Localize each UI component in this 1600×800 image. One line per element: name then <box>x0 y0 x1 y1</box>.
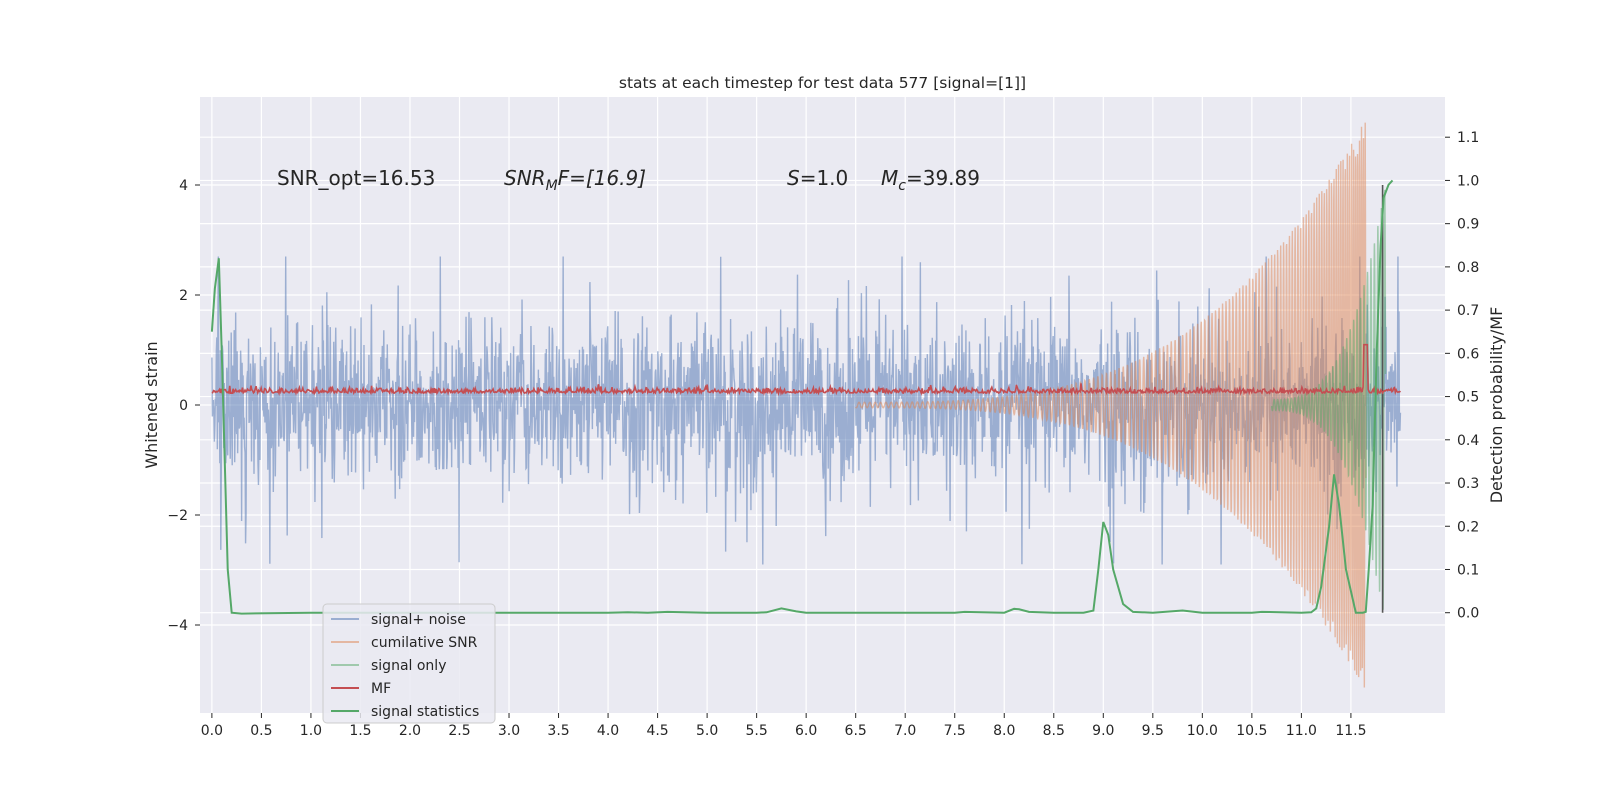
x-tick-label: 8.5 <box>1043 723 1065 739</box>
y2-tick-label: 0.9 <box>1457 217 1479 233</box>
y2-tick-label: 0.5 <box>1457 390 1479 406</box>
x-tick-label: 6.5 <box>845 723 867 739</box>
y2-tick-label: 0.0 <box>1457 606 1479 622</box>
annotation-s: S=1.0 <box>787 166 848 190</box>
y2-tick-label: 0.4 <box>1457 433 1479 449</box>
legend-label: signal+ noise <box>371 612 466 628</box>
legend-label: signal statistics <box>371 704 479 720</box>
annotation-snr-mf-sub: M <box>546 178 558 194</box>
y2-tick-label: 0.6 <box>1457 346 1479 362</box>
x-tick-label: 9.5 <box>1142 723 1164 739</box>
x-tick-label: 10.0 <box>1187 723 1218 739</box>
x-tick-label: 1.0 <box>300 723 322 739</box>
x-tick-label: 3.0 <box>498 723 520 739</box>
y-tick-label: 2 <box>179 288 188 304</box>
x-tick-label: 0.5 <box>250 723 272 739</box>
x-tick-label: 0.0 <box>201 723 223 739</box>
annotation-mc: Mc=39.89 <box>881 166 980 194</box>
legend-label: cumilative SNR <box>371 635 478 651</box>
x-tick-label: 2.5 <box>448 723 470 739</box>
y2-tick-label: 0.8 <box>1457 260 1479 276</box>
legend: signal+ noise cumilative SNR signal only MF… <box>322 603 496 724</box>
annotation-mc-tail: =39.89 <box>906 166 980 190</box>
series-signal-only-line <box>1270 189 1387 610</box>
x-tick-label: 2.0 <box>399 723 421 739</box>
y2-tick-label: 1.1 <box>1457 130 1479 146</box>
x-tick-label: 8.0 <box>993 723 1015 739</box>
x-tick-label: 11.5 <box>1335 723 1366 739</box>
y-tick-label: −2 <box>167 508 188 524</box>
x-tick-label: 7.0 <box>894 723 916 739</box>
y2-tick-label: 0.1 <box>1457 562 1479 578</box>
x-tick-label: 7.5 <box>944 723 966 739</box>
x-tick-label: 10.5 <box>1236 723 1267 739</box>
series-cumulative-snr-line <box>855 122 1367 688</box>
x-axis: 0.0 0.5 1.0 1.5 2.0 2.5 3.0 3.5 4.0 4.5 5.0 5.5 6.0 6… <box>201 713 1366 739</box>
legend-label: MF <box>371 681 391 697</box>
series-signal-statistics-line <box>210 179 1394 615</box>
annotation-snr-mf-tail: F=[16.9] <box>558 166 646 190</box>
x-tick-label: 6.0 <box>795 723 817 739</box>
x-tick-label: 11.0 <box>1286 723 1317 739</box>
x-tick-label: 5.0 <box>696 723 718 739</box>
x-tick-label: 4.0 <box>597 723 619 739</box>
chart-title: stats at each timestep for test data 577… <box>619 74 1026 92</box>
annotation-snr-opt: SNR_opt=16.53 <box>277 166 435 190</box>
legend-label: signal only <box>371 658 446 674</box>
annotation-s-main: S <box>787 166 800 190</box>
y2-tick-label: 0.7 <box>1457 303 1479 319</box>
x-tick-label: 5.5 <box>746 723 768 739</box>
x-tick-label: 3.5 <box>547 723 569 739</box>
annotation-snr-mf-main: SNR <box>504 166 546 190</box>
y-tick-label: 0 <box>179 398 188 414</box>
y-tick-label: 4 <box>179 178 188 194</box>
y-axis-left: −4 −2 0 2 4 <box>167 178 200 634</box>
annotation-mc-main: M <box>881 166 898 190</box>
annotation-mc-sub: c <box>898 178 906 194</box>
x-tick-label: 1.5 <box>349 723 371 739</box>
series-layer <box>210 122 1402 688</box>
annotation-snr-mf: SNRMF=[16.9] <box>504 166 646 194</box>
series-mf-line <box>211 343 1402 397</box>
y2-tick-label: 1.0 <box>1457 173 1479 189</box>
y2-tick-label: 0.2 <box>1457 519 1479 535</box>
x-tick-label: 9.0 <box>1092 723 1114 739</box>
legend-box <box>322 603 496 724</box>
x-tick-label: 4.5 <box>646 723 668 739</box>
y-tick-label: −4 <box>167 618 188 634</box>
y2-tick-label: 0.3 <box>1457 476 1479 492</box>
y-axis-right: 0.0 0.1 0.2 0.3 0.4 0.5 0.6 0.7 0.8 0.9 1.0 1.1 <box>1445 130 1479 622</box>
y2-axis-label: Detection probability/MF <box>1487 307 1506 504</box>
annotation-s-tail: =1.0 <box>800 166 849 190</box>
y-axis-label: Whitened strain <box>142 341 161 468</box>
